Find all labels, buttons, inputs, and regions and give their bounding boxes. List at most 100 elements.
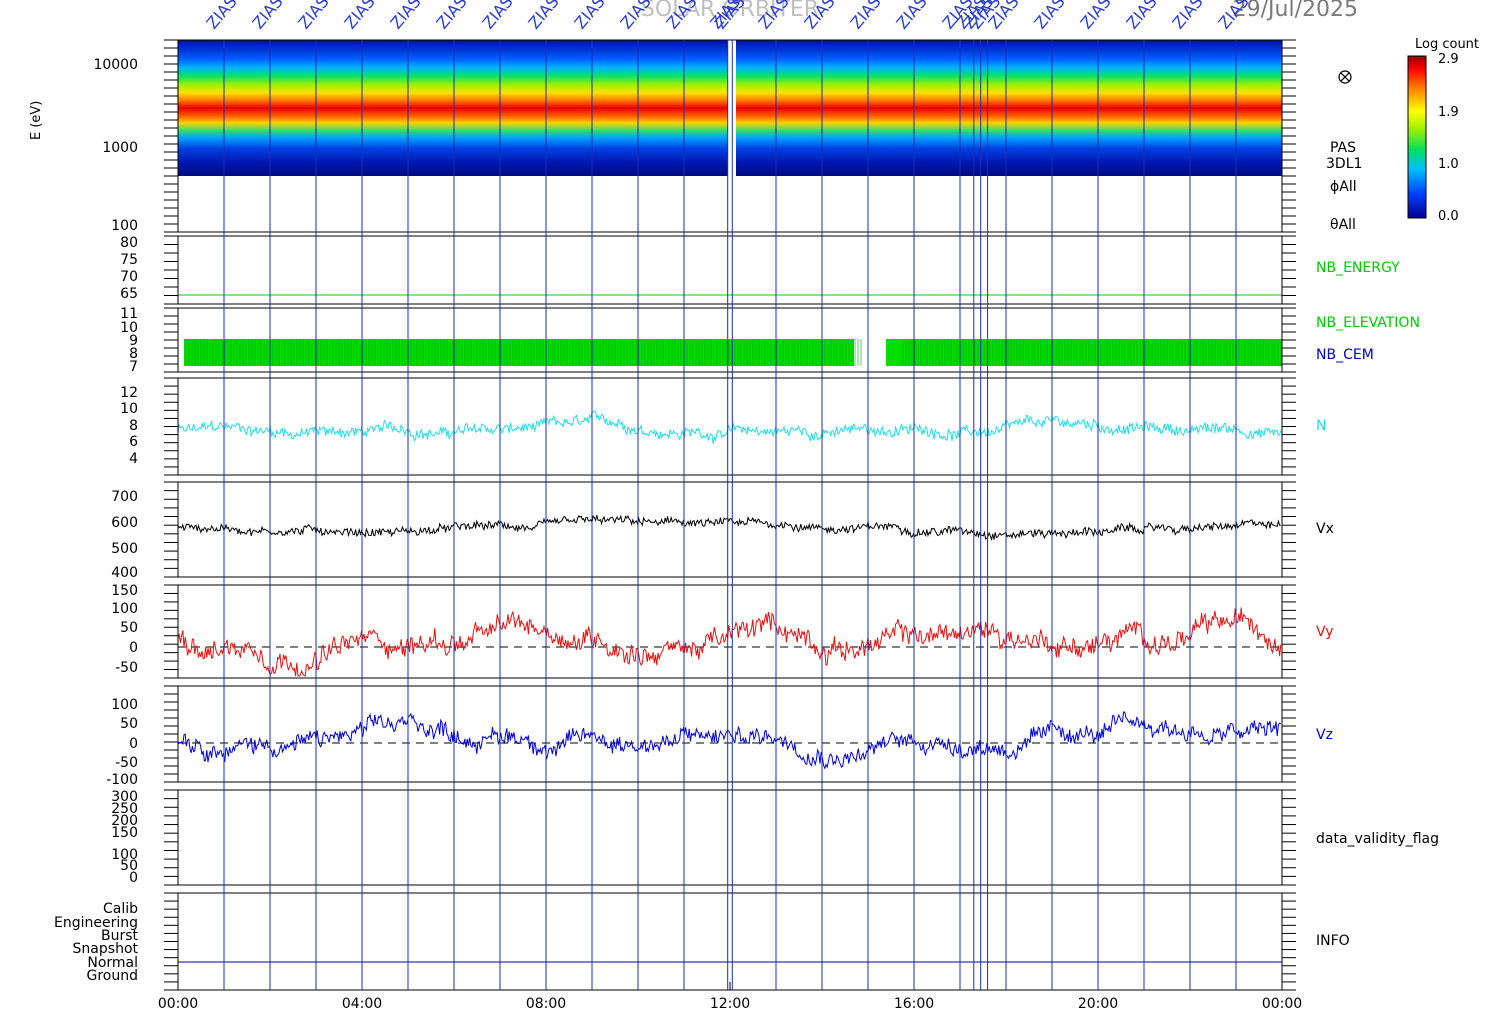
zias-marker-label: ZIAS	[893, 0, 931, 33]
info-tick-normal: Normal	[87, 955, 138, 971]
time-tick-label: 00:00	[1262, 996, 1302, 1012]
colorbar-tick-min: 0.0	[1438, 209, 1459, 224]
validity-tick-0: 0	[129, 870, 138, 886]
vy-tick-150: 150	[111, 583, 138, 599]
panel-frame	[177, 892, 1283, 991]
zias-marker-label: ZIAS	[1077, 0, 1115, 33]
vx-label: Vx	[1316, 521, 1334, 537]
zias-marker-label: ZIAS	[341, 0, 379, 33]
nb-elevation-panel: 11 10 9 8 7 NB_ELEVATION NB_CEM	[120, 306, 1420, 375]
info-label: INFO	[1316, 933, 1350, 949]
energy-axis-label: E (eV)	[29, 101, 44, 140]
vx-tick-400: 400	[111, 565, 138, 581]
panel-frame	[177, 481, 1283, 578]
energy-tick-10000: 10000	[93, 57, 138, 73]
zias-marker-label: ZIAS	[295, 0, 333, 33]
zias-marker-label: ZIAS	[1169, 0, 1207, 33]
nb-energy-panel: 80 75 70 65 NB_ENERGY	[120, 235, 1400, 302]
theta-label: θAll	[1330, 217, 1356, 233]
panel-frame	[177, 789, 1283, 886]
colorbar-tick-high: 1.9	[1438, 105, 1459, 120]
time-axis-labels: 00:00 04:00 08:00 12:00 16:00 20:00 00:00	[158, 996, 1302, 1012]
colorbar-tick-max: 2.9	[1438, 52, 1459, 67]
phi-label: ϕAll	[1330, 179, 1357, 195]
vx-tick-700: 700	[111, 489, 138, 505]
nb-elev-tick-11: 11	[120, 306, 138, 322]
density-panel: 12 10 8 6 4 N	[120, 385, 1326, 467]
panel-frame	[177, 377, 1283, 476]
product-label: 3DL1	[1326, 156, 1362, 172]
zias-marker-label: ZIAS	[249, 0, 287, 33]
energy-tick-100: 100	[111, 218, 138, 234]
vx-series-line	[177, 514, 1281, 542]
time-tick-label: 04:00	[342, 996, 382, 1012]
validity-panel: 300 250 200 150 100 50 0 data_validity_f…	[111, 789, 1439, 886]
panel-frames	[164, 39, 1296, 991]
nb-elev-tick-10: 10	[120, 320, 138, 336]
nb-energy-tick-75: 75	[120, 252, 138, 268]
vy-panel: 150 100 50 0 -50 Vy	[111, 583, 1334, 677]
crossed-circle-icon	[1338, 70, 1352, 84]
time-tick-label: 08:00	[526, 996, 566, 1012]
zias-marker-label: ZIAS	[433, 0, 471, 33]
instrument-label: PAS	[1330, 140, 1356, 156]
n-label: N	[1316, 418, 1326, 434]
zias-marker-label: ZIAS	[203, 0, 241, 33]
validity-tick-200: 200	[111, 813, 138, 829]
vz-tick-minus100: -100	[106, 772, 138, 788]
info-tick-ground: Ground	[87, 968, 139, 984]
nb-elev-tick-8: 8	[129, 346, 138, 362]
zias-marker-label: ZIAS	[525, 0, 563, 33]
zias-marker-label: ZIAS	[479, 0, 517, 33]
vz-panel: 100 50 0 -50 -100 Vz	[106, 697, 1333, 788]
colorbar	[1407, 55, 1427, 219]
vy-series-line	[177, 607, 1282, 677]
vz-tick-50: 50	[120, 716, 138, 732]
spectrogram-panel: E (eV) 10000 1000 100 PAS 3DL1 ϕAll θAll	[29, 40, 1362, 234]
zias-marker-label: ZIAS	[571, 0, 609, 33]
energy-tick-1000: 1000	[102, 140, 138, 156]
info-tick-snapshot: Snapshot	[73, 941, 139, 957]
zias-marker-label: ZIAS	[387, 0, 425, 33]
panel-frame	[177, 584, 1283, 679]
nb-energy-tick-80: 80	[120, 235, 138, 251]
n-tick-10: 10	[120, 401, 138, 417]
time-tick-label: 00:00	[158, 996, 198, 1012]
vx-tick-500: 500	[111, 541, 138, 557]
nb-elevation-label: NB_ELEVATION	[1316, 315, 1420, 331]
vx-panel: 700 600 500 400 Vx	[111, 489, 1334, 581]
info-tick-calib: Calib	[103, 901, 138, 917]
time-tick-label: 16:00	[894, 996, 934, 1012]
nb-energy-tick-70: 70	[120, 269, 138, 285]
validity-label: data_validity_flag	[1316, 831, 1439, 847]
vy-tick-100: 100	[111, 601, 138, 617]
validity-tick-150: 150	[111, 825, 138, 841]
nb-elev-tick-7: 7	[129, 359, 138, 375]
info-panel: Calib Engineering Burst Snapshot Normal …	[54, 901, 1350, 984]
n-tick-8: 8	[129, 418, 138, 434]
nb-elevation-band-2	[886, 339, 1282, 366]
vx-tick-600: 600	[111, 515, 138, 531]
vz-series-line	[177, 711, 1281, 770]
time-tick-label: 20:00	[1078, 996, 1118, 1012]
validity-tick-300: 300	[111, 789, 138, 805]
vz-tick-100: 100	[111, 697, 138, 713]
time-tick-label: 12:00	[710, 996, 750, 1012]
zias-marker-label: ZIAS	[1031, 0, 1069, 33]
colorbar-tick-mid: 1.0	[1438, 157, 1459, 172]
zias-marker-label: ZIAS	[1123, 0, 1161, 33]
nb-energy-label: NB_ENERGY	[1316, 260, 1400, 276]
vy-label: Vy	[1316, 624, 1334, 640]
validity-tick-100: 100	[111, 847, 138, 863]
validity-tick-250: 250	[111, 801, 138, 817]
n-tick-12: 12	[120, 385, 138, 401]
plot-date: 29/Jul/2025	[1233, 0, 1358, 22]
n-tick-6: 6	[129, 434, 138, 450]
validity-tick-50: 50	[120, 858, 138, 874]
vy-tick-50: 50	[120, 620, 138, 636]
vy-tick-0: 0	[129, 640, 138, 656]
n-tick-4: 4	[129, 451, 138, 467]
nb-cem-label: NB_CEM	[1316, 347, 1374, 363]
n-series-line	[177, 410, 1282, 445]
